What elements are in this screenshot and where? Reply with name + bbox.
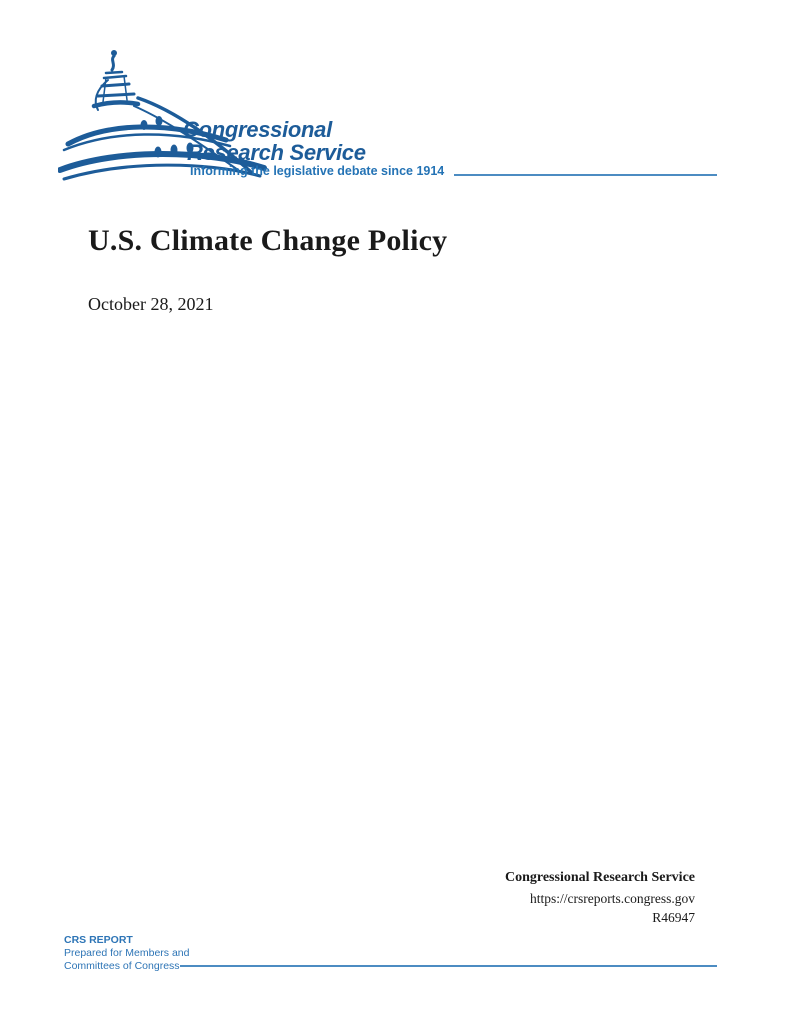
logo-wordmark: Congressional Research Service — [183, 118, 366, 164]
logo-wordmark-line1: Congressional — [183, 117, 332, 142]
logo-wordmark-line2: Research Service — [187, 140, 366, 165]
logo-tagline: Informing the legislative debate since 1… — [190, 164, 445, 178]
footer-rule-line — [180, 965, 717, 967]
report-date: October 28, 2021 — [88, 294, 214, 314]
footer-publisher-block: Congressional Research Service https://c… — [505, 868, 695, 927]
logo-tagline-row: Informing the legislative debate since 1… — [190, 163, 717, 179]
footer-crs-label: CRS REPORT — [64, 934, 133, 946]
header-rule-line — [454, 174, 717, 176]
footer-crs-line1: Prepared for Members and — [64, 947, 190, 959]
footer-report-url-link[interactable]: https://crsreports.congress.gov — [530, 891, 695, 906]
capitol-dome-logo-icon — [58, 50, 267, 181]
report-title: U.S. Climate Change Policy — [88, 224, 448, 257]
footer-publisher-name: Congressional Research Service — [504, 870, 695, 885]
footer-report-number: R46947 — [652, 910, 695, 925]
footer-crs-block: CRS REPORT Prepared for Members and Comm… — [64, 934, 189, 973]
footer-crs-line2: Committees of Congress — [64, 960, 180, 972]
